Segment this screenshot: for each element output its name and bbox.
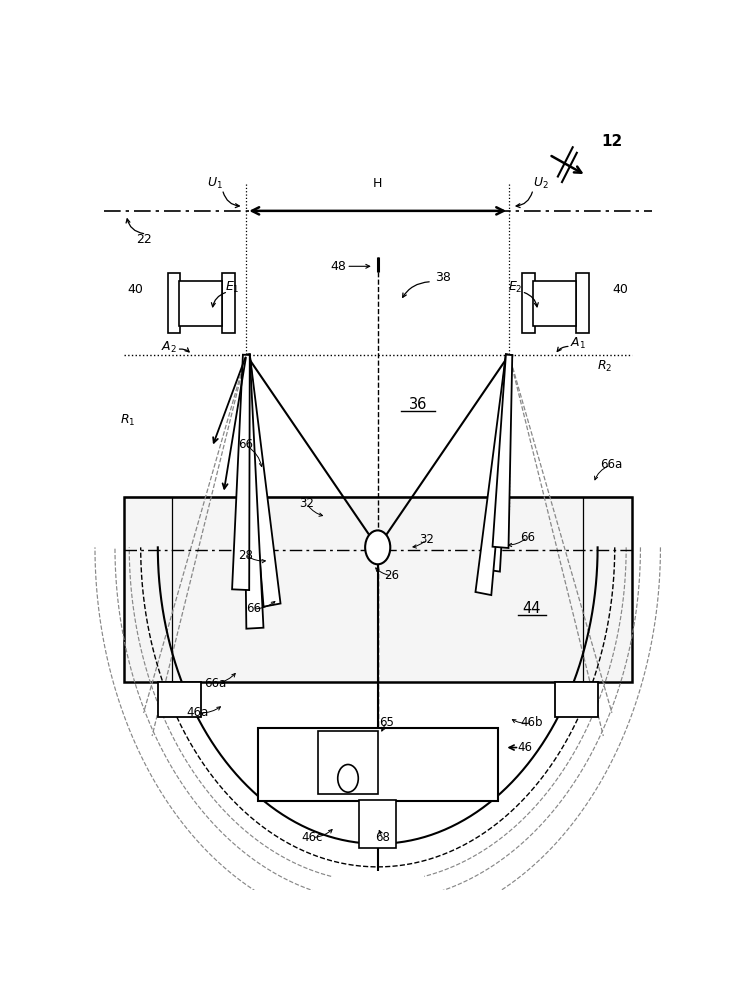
Bar <box>124 497 632 682</box>
Text: $A_2$: $A_2$ <box>161 340 177 355</box>
Text: 32: 32 <box>299 497 314 510</box>
Bar <box>179 281 222 326</box>
Bar <box>168 273 181 333</box>
Bar <box>318 731 377 794</box>
Text: 46c: 46c <box>301 831 323 844</box>
Text: 46b: 46b <box>520 716 543 729</box>
Text: 66: 66 <box>245 602 261 615</box>
Text: $R_2$: $R_2$ <box>598 359 612 374</box>
Text: 26: 26 <box>385 569 399 582</box>
Text: 66a: 66a <box>204 677 226 690</box>
Text: 28: 28 <box>238 549 253 562</box>
Text: 68: 68 <box>375 831 390 844</box>
Text: 32: 32 <box>419 533 433 546</box>
Bar <box>258 728 497 801</box>
Text: 12: 12 <box>601 134 623 149</box>
Bar <box>360 800 396 848</box>
Text: $U_2$: $U_2$ <box>533 176 548 191</box>
Text: 66: 66 <box>238 438 253 451</box>
Polygon shape <box>484 354 512 572</box>
Text: 36: 36 <box>408 397 427 412</box>
Text: 65: 65 <box>379 716 394 729</box>
Polygon shape <box>492 355 512 548</box>
Bar <box>222 273 234 333</box>
Text: 46: 46 <box>517 741 533 754</box>
Text: 40: 40 <box>127 283 143 296</box>
Polygon shape <box>243 355 263 629</box>
Bar <box>522 273 534 333</box>
Text: 22: 22 <box>136 233 151 246</box>
Bar <box>534 281 576 326</box>
Polygon shape <box>243 354 281 607</box>
Text: $U_1$: $U_1$ <box>207 176 223 191</box>
Text: 48: 48 <box>330 260 346 273</box>
Text: $E_2$: $E_2$ <box>508 280 522 295</box>
Bar <box>576 273 589 333</box>
Polygon shape <box>232 355 250 590</box>
Bar <box>158 682 200 717</box>
Circle shape <box>338 764 358 792</box>
Bar <box>555 682 598 717</box>
Text: 46a: 46a <box>186 706 209 719</box>
Text: H: H <box>373 177 383 190</box>
Text: $R_1$: $R_1$ <box>120 413 136 428</box>
Text: $E_1$: $E_1$ <box>225 280 240 295</box>
Text: 38: 38 <box>436 271 451 284</box>
Text: 66: 66 <box>520 531 535 544</box>
Text: 40: 40 <box>612 283 629 296</box>
Text: 44: 44 <box>523 601 541 616</box>
Text: $A_1$: $A_1$ <box>570 336 586 351</box>
Circle shape <box>365 530 391 564</box>
Polygon shape <box>475 354 512 595</box>
Polygon shape <box>243 354 272 579</box>
Text: 66a: 66a <box>600 458 622 471</box>
